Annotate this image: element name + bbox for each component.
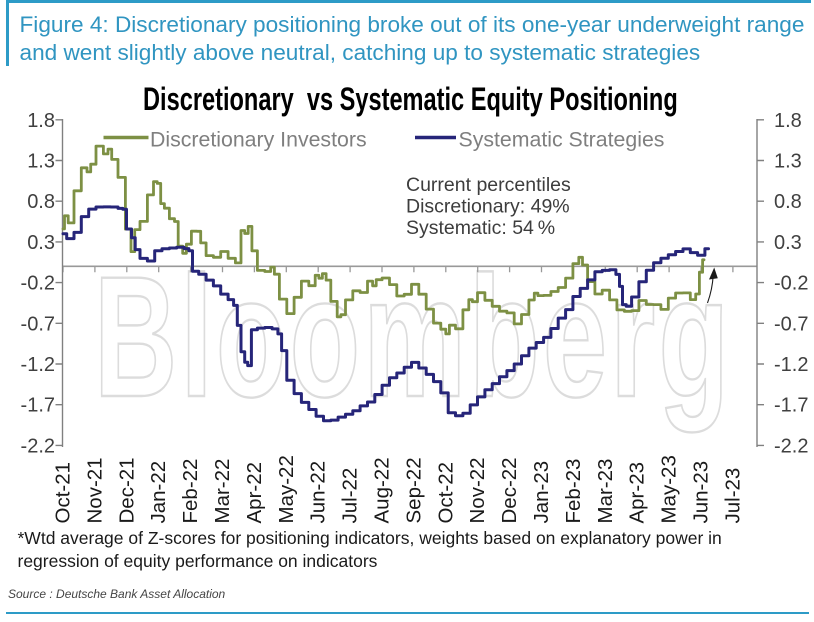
svg-text:Oct-22: Oct-22: [434, 462, 457, 524]
svg-text:-0.7: -0.7: [774, 313, 808, 335]
svg-text:Dec-21: Dec-21: [115, 457, 138, 523]
svg-text:Feb-22: Feb-22: [179, 459, 202, 524]
svg-text:Bloomberg: Bloomberg: [94, 241, 732, 434]
svg-text:Nov-21: Nov-21: [83, 457, 106, 523]
svg-text:-1.7: -1.7: [774, 395, 808, 417]
svg-text:-1.7: -1.7: [21, 395, 55, 417]
svg-text:May-23: May-23: [658, 455, 681, 523]
svg-text:Aug-22: Aug-22: [371, 457, 394, 523]
svg-text:1.8: 1.8: [27, 110, 55, 132]
svg-text:0.8: 0.8: [774, 191, 802, 213]
svg-text:Dec-22: Dec-22: [498, 457, 521, 523]
svg-text:1.3: 1.3: [774, 151, 802, 173]
svg-text:Discretionary Investors: Discretionary Investors: [150, 128, 367, 152]
svg-text:-1.2: -1.2: [774, 354, 808, 376]
svg-text:Oct-21: Oct-21: [52, 462, 75, 524]
svg-text:Apr-23: Apr-23: [626, 462, 649, 524]
svg-text:Sep-22: Sep-22: [402, 457, 425, 523]
svg-text:0.3: 0.3: [774, 232, 802, 254]
svg-text:-2.2: -2.2: [21, 435, 55, 457]
svg-text:Jun-23: Jun-23: [690, 461, 713, 524]
svg-text:-0.2: -0.2: [774, 273, 808, 295]
svg-text:0.3: 0.3: [27, 232, 55, 254]
svg-text:Systematic Strategies: Systematic Strategies: [459, 128, 665, 152]
svg-text:Systematic: 54 %: Systematic: 54 %: [406, 217, 555, 239]
svg-text:Jan-22: Jan-22: [147, 461, 170, 524]
svg-text:-0.7: -0.7: [21, 313, 55, 335]
svg-text:Jun-22: Jun-22: [307, 461, 330, 524]
svg-text:Current percentiles: Current percentiles: [406, 174, 571, 196]
svg-text:-2.2: -2.2: [774, 435, 808, 457]
svg-text:1.3: 1.3: [27, 151, 55, 173]
svg-text:May-22: May-22: [275, 455, 298, 523]
svg-text:Discretionary: 49%: Discretionary: 49%: [406, 196, 570, 218]
svg-text:Apr-22: Apr-22: [243, 462, 266, 524]
svg-text:-1.2: -1.2: [21, 354, 55, 376]
svg-text:Nov-22: Nov-22: [466, 457, 489, 523]
svg-text:Feb-23: Feb-23: [562, 459, 585, 524]
svg-text:Jan-23: Jan-23: [530, 461, 553, 524]
svg-text:0.8: 0.8: [27, 191, 55, 213]
svg-text:Jul-23: Jul-23: [721, 468, 744, 524]
svg-text:Mar-22: Mar-22: [211, 459, 234, 524]
svg-text:-0.2: -0.2: [21, 273, 55, 295]
svg-text:1.8: 1.8: [774, 110, 802, 132]
svg-text:Jul-22: Jul-22: [339, 468, 362, 524]
svg-text:Mar-23: Mar-23: [594, 459, 617, 524]
